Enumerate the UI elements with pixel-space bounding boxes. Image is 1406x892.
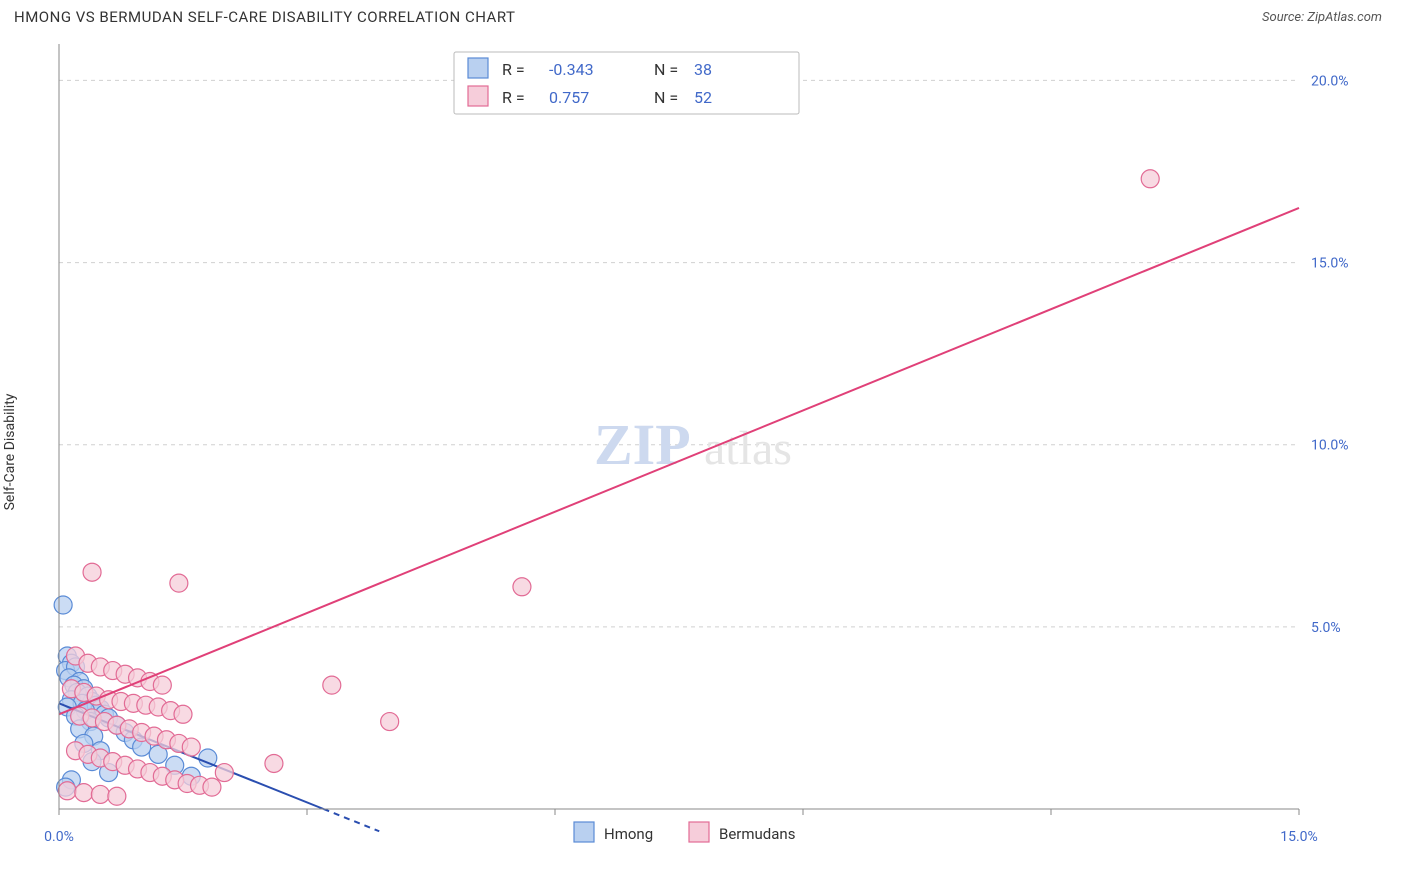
scatter-point [83,563,101,581]
scatter-point [54,596,72,614]
legend-swatch [689,822,709,842]
legend-swatch [468,58,488,78]
scatter-point [381,713,399,731]
legend-label: Bermudans [719,825,795,843]
legend-swatch [468,86,488,106]
svg-text:-0.343: -0.343 [549,60,594,79]
svg-text:N =: N = [654,88,678,107]
scatter-point [1141,170,1159,188]
correlation-chart: ZIPatlas 5.0% 10.0% 15.0% 20.0% 0.0% 15.0% R = -… [14,34,1364,854]
y-tick-label: 20.0% [1311,73,1349,89]
scatter-point [203,778,221,796]
source-label: Source: ZipAtlas.com [1262,10,1382,25]
x-tick-label: 15.0% [1280,829,1318,845]
svg-text:atlas: atlas [704,422,792,475]
y-tick-label: 15.0% [1311,256,1349,272]
svg-text:52: 52 [694,88,712,107]
chart-title: HMONG VS BERMUDAN SELF-CARE DISABILITY C… [14,8,515,26]
regression-line [59,208,1299,714]
scatter-point [174,705,192,723]
scatter-point [323,676,341,694]
svg-text:N =: N = [654,60,678,79]
scatter-point [513,578,531,596]
x-tick-label: 0.0% [44,829,74,845]
legend-swatch [574,822,594,842]
stats-legend: R = -0.343 N = 38 R = 0.757 N = 52 [454,52,799,114]
series-legend: Hmong Bermudans [574,822,795,843]
scatter-point [75,784,93,802]
scatter-point [182,738,200,756]
svg-text:38: 38 [694,60,712,79]
scatter-point [265,754,283,772]
svg-text:R =: R = [502,88,525,107]
scatter-point [91,785,109,803]
y-tick-label: 10.0% [1311,438,1349,454]
scatter-point [58,782,76,800]
scatter-point [170,574,188,592]
legend-label: Hmong [604,825,653,843]
scatter-point [108,787,126,805]
scatter-point [153,676,171,694]
svg-text:ZIP: ZIP [594,412,691,477]
scatter-point [215,764,233,782]
regression-line-ext [324,809,380,831]
y-axis-label: Self-Care Disability [2,394,18,511]
svg-text:0.757: 0.757 [549,88,589,107]
svg-text:R =: R = [502,60,525,79]
y-tick-label: 5.0% [1311,620,1341,636]
